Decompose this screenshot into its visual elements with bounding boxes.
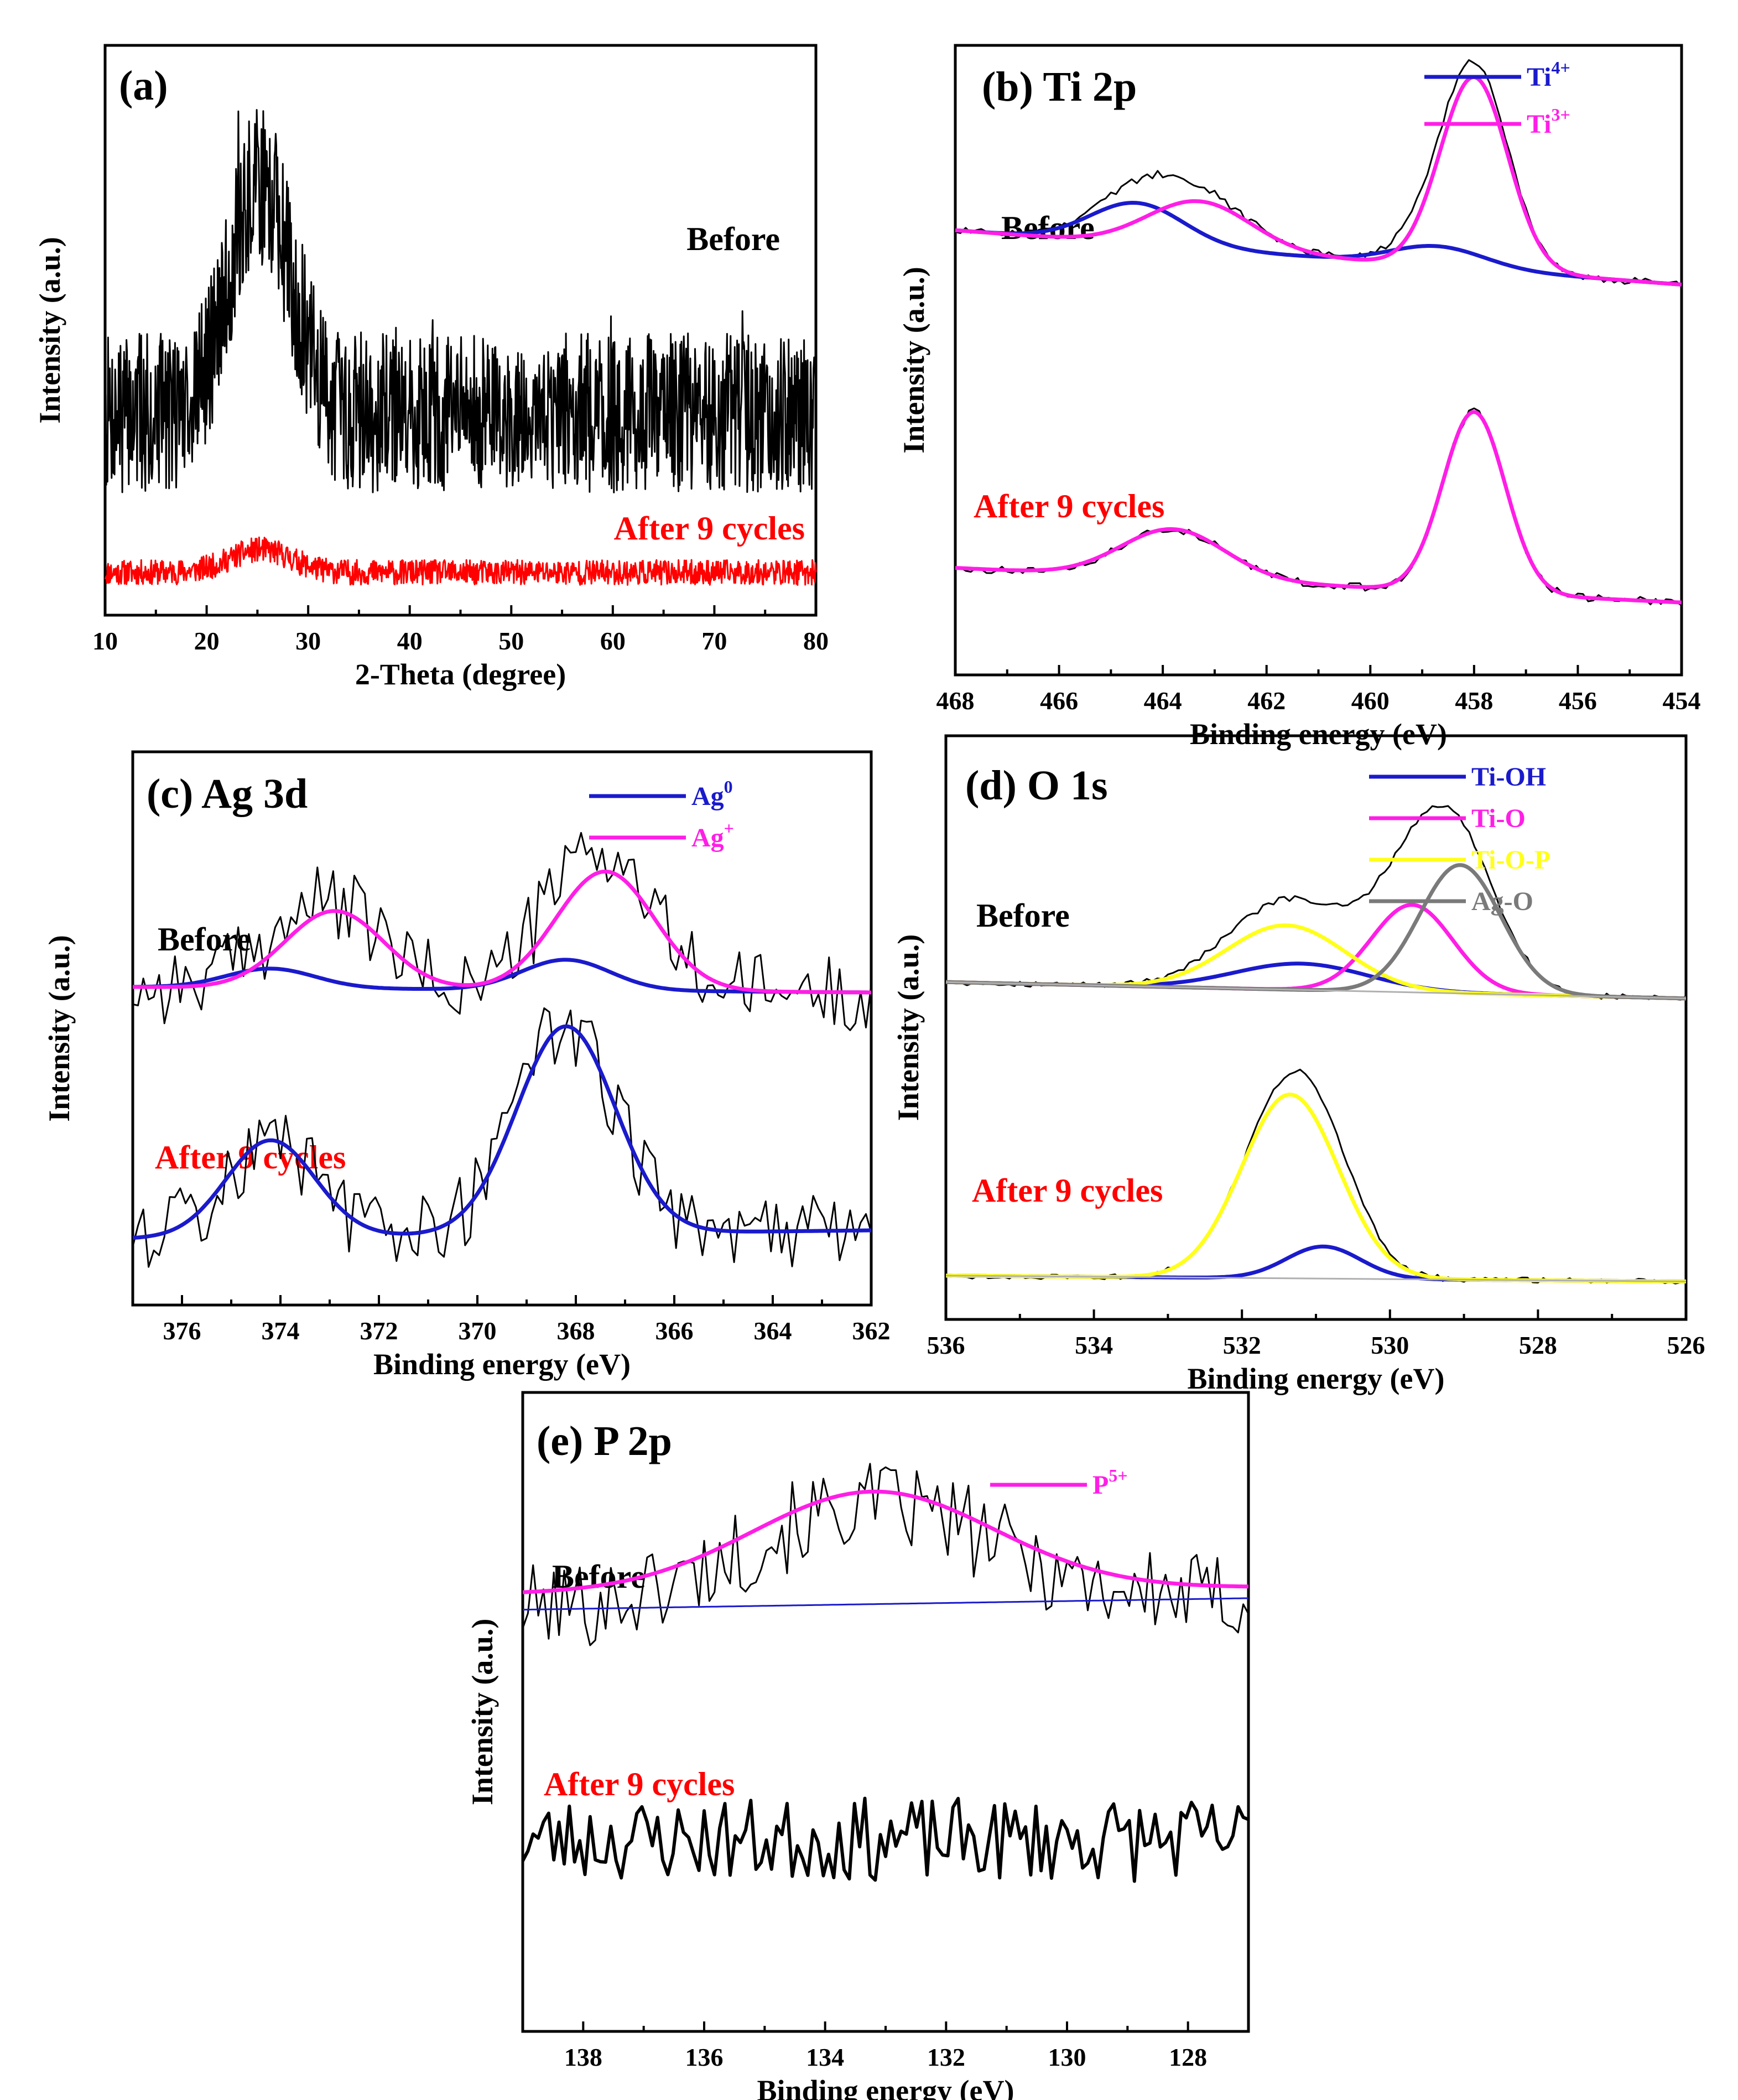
x-axis-label: Binding energy (eV) (1188, 1362, 1445, 1395)
legend-label: Ag-O (1471, 887, 1533, 916)
legend-label: Ti-OH (1471, 762, 1546, 792)
x-tick-label: 460 (1351, 687, 1390, 715)
x-tick-label: 374 (262, 1317, 300, 1345)
x-axis-label: Binding energy (eV) (757, 2074, 1014, 2100)
series-after-ti3- (955, 410, 1682, 605)
legend-superscript: 3+ (1551, 105, 1570, 124)
x-tick-label: 60 (600, 627, 626, 655)
y-axis-label: Intensity (a.u.) (897, 267, 930, 454)
x-tick-label: 526 (1667, 1331, 1705, 1359)
series-after-ag0 (132, 1024, 871, 1240)
legend-superscript: 4+ (1551, 58, 1570, 77)
x-tick-label: 528 (1519, 1331, 1557, 1359)
x-tick-label: 456 (1559, 687, 1597, 715)
x-tick-label: 530 (1371, 1331, 1409, 1359)
y-axis-label: Intensity (a.u.) (43, 935, 76, 1122)
y-axis-label: Intensity (a.u.) (33, 237, 66, 424)
panel-c: 376 374 372 370 368 366 364 362 Binding energy (… (43, 750, 891, 1381)
y-axis-label: Intensity (a.u.) (892, 934, 925, 1121)
x-tick-label: 468 (936, 687, 975, 715)
axes-frame (954, 44, 1683, 677)
x-tick-label: 132 (927, 2043, 965, 2071)
x-tick-label: 128 (1169, 2043, 1207, 2071)
panel-a: 10 20 30 40 50 60 70 80 2-Theta (degree) Intensit… (33, 44, 829, 691)
x-tick-label: 362 (852, 1317, 891, 1345)
x-tick-label: 10 (92, 627, 118, 655)
axes-frame (521, 1391, 1250, 2033)
series-before-raw (522, 1463, 1250, 1646)
legend-label: Ti-O-P (1471, 845, 1550, 875)
legend-label: Ti3+ (1527, 105, 1570, 139)
y-axis-label: Intensity (a.u.) (466, 1619, 499, 1806)
x-tick-label: 136 (685, 2043, 724, 2071)
axes-frame (131, 750, 873, 1307)
legend-label: Ti-O (1471, 804, 1526, 833)
axes-frame (944, 734, 1688, 1321)
panel-e: 138 136 134 132 130 128 Binding energy (eV) Int… (466, 1391, 1250, 2100)
series-before-baseline (522, 1597, 1249, 1611)
x-tick-label: 462 (1247, 687, 1286, 715)
label-after: After 9 cycles (544, 1766, 735, 1802)
x-tick-label: 376 (163, 1317, 201, 1345)
panel-b: 468 466 464 462 460 458 456 454 Binding energy (… (897, 44, 1701, 751)
series-before-ti3- (955, 75, 1682, 287)
series-after-9-cycles (521, 1796, 1250, 1883)
x-tick-label: 534 (1075, 1331, 1113, 1359)
label-before: Before (976, 897, 1070, 934)
x-axis-label: Binding energy (eV) (1190, 718, 1447, 751)
series-before-raw (132, 831, 872, 1031)
label-after: After 9 cycles (972, 1172, 1163, 1209)
x-tick-label: 50 (498, 627, 524, 655)
panel-title: (c) Ag 3d (147, 771, 308, 817)
label-before: Before (686, 221, 780, 257)
series-before-ti4- (955, 201, 1682, 287)
series-after-raw (132, 1007, 872, 1268)
panel-d: 536 534 532 530 528 526 Binding energy (eV) Int… (892, 734, 1705, 1395)
x-tick-label: 464 (1144, 687, 1182, 715)
x-tick-label: 366 (655, 1317, 694, 1345)
series-before (104, 109, 817, 493)
series-before-p5- (522, 1489, 1248, 1594)
x-tick-label: 40 (397, 627, 423, 655)
x-tick-label: 532 (1223, 1331, 1261, 1359)
x-tick-label: 134 (806, 2043, 844, 2071)
legend-label: Ti4+ (1527, 58, 1570, 92)
x-tick-label: 372 (360, 1317, 398, 1345)
x-tick-label: 370 (459, 1317, 497, 1345)
x-tick-label: 70 (701, 627, 727, 655)
fit-baseline (945, 981, 1687, 1000)
x-tick-label: 454 (1663, 687, 1701, 715)
legend-label: Ag+ (691, 818, 734, 853)
x-axis-label: Binding energy (eV) (373, 1348, 631, 1381)
x-tick-label: 130 (1048, 2043, 1086, 2071)
legend-label: P5+ (1092, 1465, 1128, 1500)
fit-baseline (945, 1275, 1687, 1282)
x-tick-label: 466 (1040, 687, 1078, 715)
x-tick-label: 80 (803, 627, 829, 655)
x-axis-label: 2-Theta (degree) (355, 658, 566, 691)
legend-superscript: 5+ (1109, 1465, 1127, 1485)
x-tick-label: 30 (295, 627, 321, 655)
panel-title: (b) Ti 2p (982, 64, 1137, 110)
series-after-9-cycles (104, 536, 817, 586)
label-after: After 9 cycles (974, 488, 1164, 524)
panel-title: (d) O 1s (965, 762, 1108, 809)
label-after: After 9 cycles (614, 510, 805, 547)
x-tick-label: 20 (194, 627, 220, 655)
x-tick-label: 364 (754, 1317, 792, 1345)
panel-title: (e) P 2p (537, 1418, 672, 1464)
x-tick-label: 536 (927, 1331, 965, 1359)
legend-superscript: 0 (724, 777, 733, 797)
legend-label: Ag0 (691, 777, 733, 811)
series-before-ti-o-p (945, 923, 1686, 1001)
x-tick-label: 368 (557, 1317, 595, 1345)
series-before-ag- (133, 869, 871, 995)
x-tick-label: 138 (564, 2043, 602, 2071)
panel-title: (a) (119, 63, 168, 109)
x-tick-label: 458 (1455, 687, 1493, 715)
legend-superscript: + (724, 818, 734, 838)
